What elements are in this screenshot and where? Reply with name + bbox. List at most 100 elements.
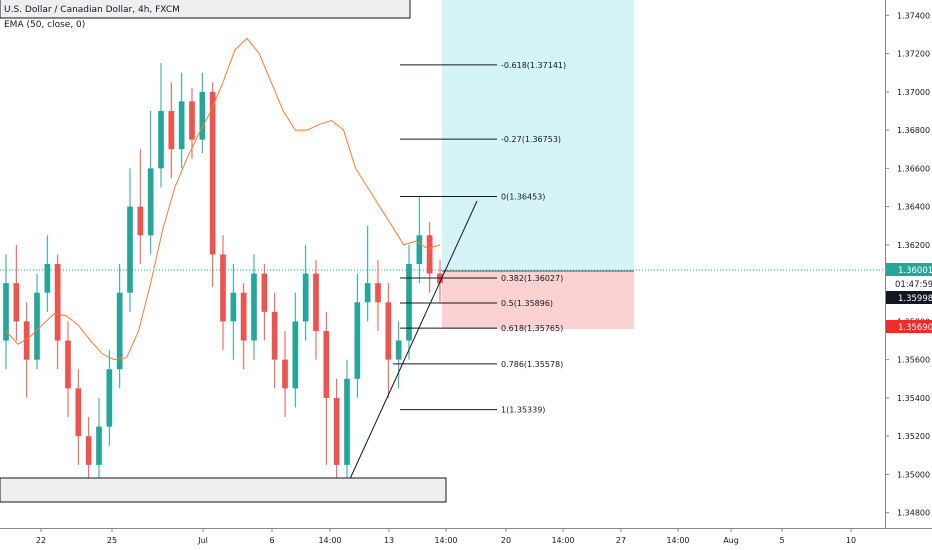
fib-level[interactable]: 0.382(1.36027) xyxy=(400,274,563,283)
candle xyxy=(199,72,206,154)
fib-level[interactable]: 0.618(1.35765) xyxy=(400,324,563,333)
candle-body xyxy=(147,168,154,236)
candle-body xyxy=(271,311,278,360)
candle xyxy=(344,359,350,484)
candle-body xyxy=(354,302,361,379)
time-tick-label: Aug xyxy=(723,536,739,545)
candle-body xyxy=(344,378,350,465)
fib-level-label: 0.382(1.36027) xyxy=(501,274,563,283)
indicator-label[interactable]: EMA (50, close, 0) xyxy=(4,20,86,30)
fib-level-label: -0.27(1.36753) xyxy=(501,135,561,144)
price-tick-label: 1.35400 xyxy=(897,394,930,403)
candle-body xyxy=(85,436,92,465)
time-axis[interactable]: 22 25 Jul 6 14:00 13 14:00 20 14:00 27 14:00 Aug 5 10 xyxy=(36,528,856,545)
price-tick-label: 1.37000 xyxy=(897,88,930,97)
candle-body xyxy=(375,283,381,303)
fib-level-label: 0.618(1.35765) xyxy=(501,324,563,333)
candle xyxy=(65,321,71,418)
candle xyxy=(251,254,257,360)
candle-body xyxy=(313,273,319,331)
candle xyxy=(23,302,30,398)
candle xyxy=(240,283,247,370)
candle-body xyxy=(209,91,216,255)
candle xyxy=(137,149,144,264)
candle-body xyxy=(323,330,330,398)
candle-body xyxy=(96,426,102,465)
candle xyxy=(323,311,330,465)
candle-body xyxy=(282,359,288,389)
candle xyxy=(271,292,278,389)
stop-zone[interactable] xyxy=(442,271,634,329)
candle-body xyxy=(106,369,113,427)
candle xyxy=(333,378,340,494)
candle-body xyxy=(158,110,164,169)
trend-line[interactable] xyxy=(348,200,478,482)
candle-body xyxy=(426,235,433,274)
candle-body xyxy=(220,254,226,322)
candle xyxy=(168,82,175,178)
stop-price-badge: 1.35690 xyxy=(886,320,932,333)
bid-price-value: 1.35998 xyxy=(898,294,932,304)
candle-body xyxy=(44,264,51,293)
candle-body xyxy=(168,110,175,150)
candle-body xyxy=(65,340,71,389)
time-tick-label: 10 xyxy=(846,536,856,545)
candle-body xyxy=(23,321,30,360)
time-tick-label: 14:00 xyxy=(551,536,574,545)
candle xyxy=(96,397,102,484)
candle-body xyxy=(230,292,237,322)
candle xyxy=(147,110,154,255)
support-zone-box[interactable] xyxy=(0,477,447,503)
candle-body xyxy=(116,292,123,370)
time-tick-label: Jul xyxy=(197,536,208,545)
price-tick-label: 1.36600 xyxy=(897,164,930,173)
price-tick-label: 1.36200 xyxy=(897,241,930,250)
time-tick-label: 14:00 xyxy=(318,536,341,545)
fib-level[interactable]: 1(1.35339) xyxy=(400,406,545,415)
candle-body xyxy=(395,340,402,360)
candle xyxy=(261,264,268,341)
price-tick-label: 1.36800 xyxy=(897,126,930,135)
candle xyxy=(127,168,133,312)
time-tick-label: 13 xyxy=(384,536,394,545)
time-tick-label: 14:00 xyxy=(666,536,689,545)
fib-level-label: 0(1.36453) xyxy=(501,192,545,201)
fib-retracement[interactable]: -0.618(1.37141) -0.27(1.36753) 0(1.36453) 0… xyxy=(393,61,566,415)
header-zone-box[interactable] xyxy=(0,0,411,19)
price-tick-label: 1.36400 xyxy=(897,203,930,212)
target-zone[interactable] xyxy=(442,0,634,271)
candles xyxy=(3,63,443,494)
candle-body xyxy=(261,273,268,312)
candle xyxy=(375,260,381,331)
time-tick-label: 20 xyxy=(501,536,511,545)
candle xyxy=(302,244,309,341)
countdown-value: 01:47:59 xyxy=(895,280,932,290)
time-tick-label: 27 xyxy=(616,536,626,545)
candle xyxy=(395,321,402,389)
candle-body xyxy=(251,273,257,341)
fib-level[interactable]: -0.27(1.36753) xyxy=(400,135,561,144)
candle xyxy=(416,197,423,284)
candle xyxy=(313,260,319,360)
symbol-title[interactable]: U.S. Dollar / Canadian Dollar, 4h, FXCM xyxy=(4,5,180,15)
candle-body xyxy=(292,321,299,389)
candle-body xyxy=(127,206,133,293)
candle-body xyxy=(13,283,20,322)
candle xyxy=(292,292,299,408)
candle-body xyxy=(3,283,9,341)
fib-level[interactable]: 0(1.36453) xyxy=(400,192,545,201)
candle-body xyxy=(178,101,185,150)
candle xyxy=(44,235,51,312)
fib-level[interactable]: 0.5(1.35896) xyxy=(400,299,553,308)
fib-level[interactable]: -0.618(1.37141) xyxy=(400,61,566,70)
candle-body xyxy=(406,264,412,341)
candle xyxy=(13,244,20,341)
fib-level[interactable]: 0.786(1.35578) xyxy=(393,360,563,369)
candle xyxy=(116,264,123,389)
candle-body xyxy=(302,273,309,322)
time-tick-label: 14:00 xyxy=(434,536,457,545)
fib-level-label: 0.5(1.35896) xyxy=(501,299,553,308)
candle xyxy=(354,273,361,398)
candle-body xyxy=(34,292,40,360)
